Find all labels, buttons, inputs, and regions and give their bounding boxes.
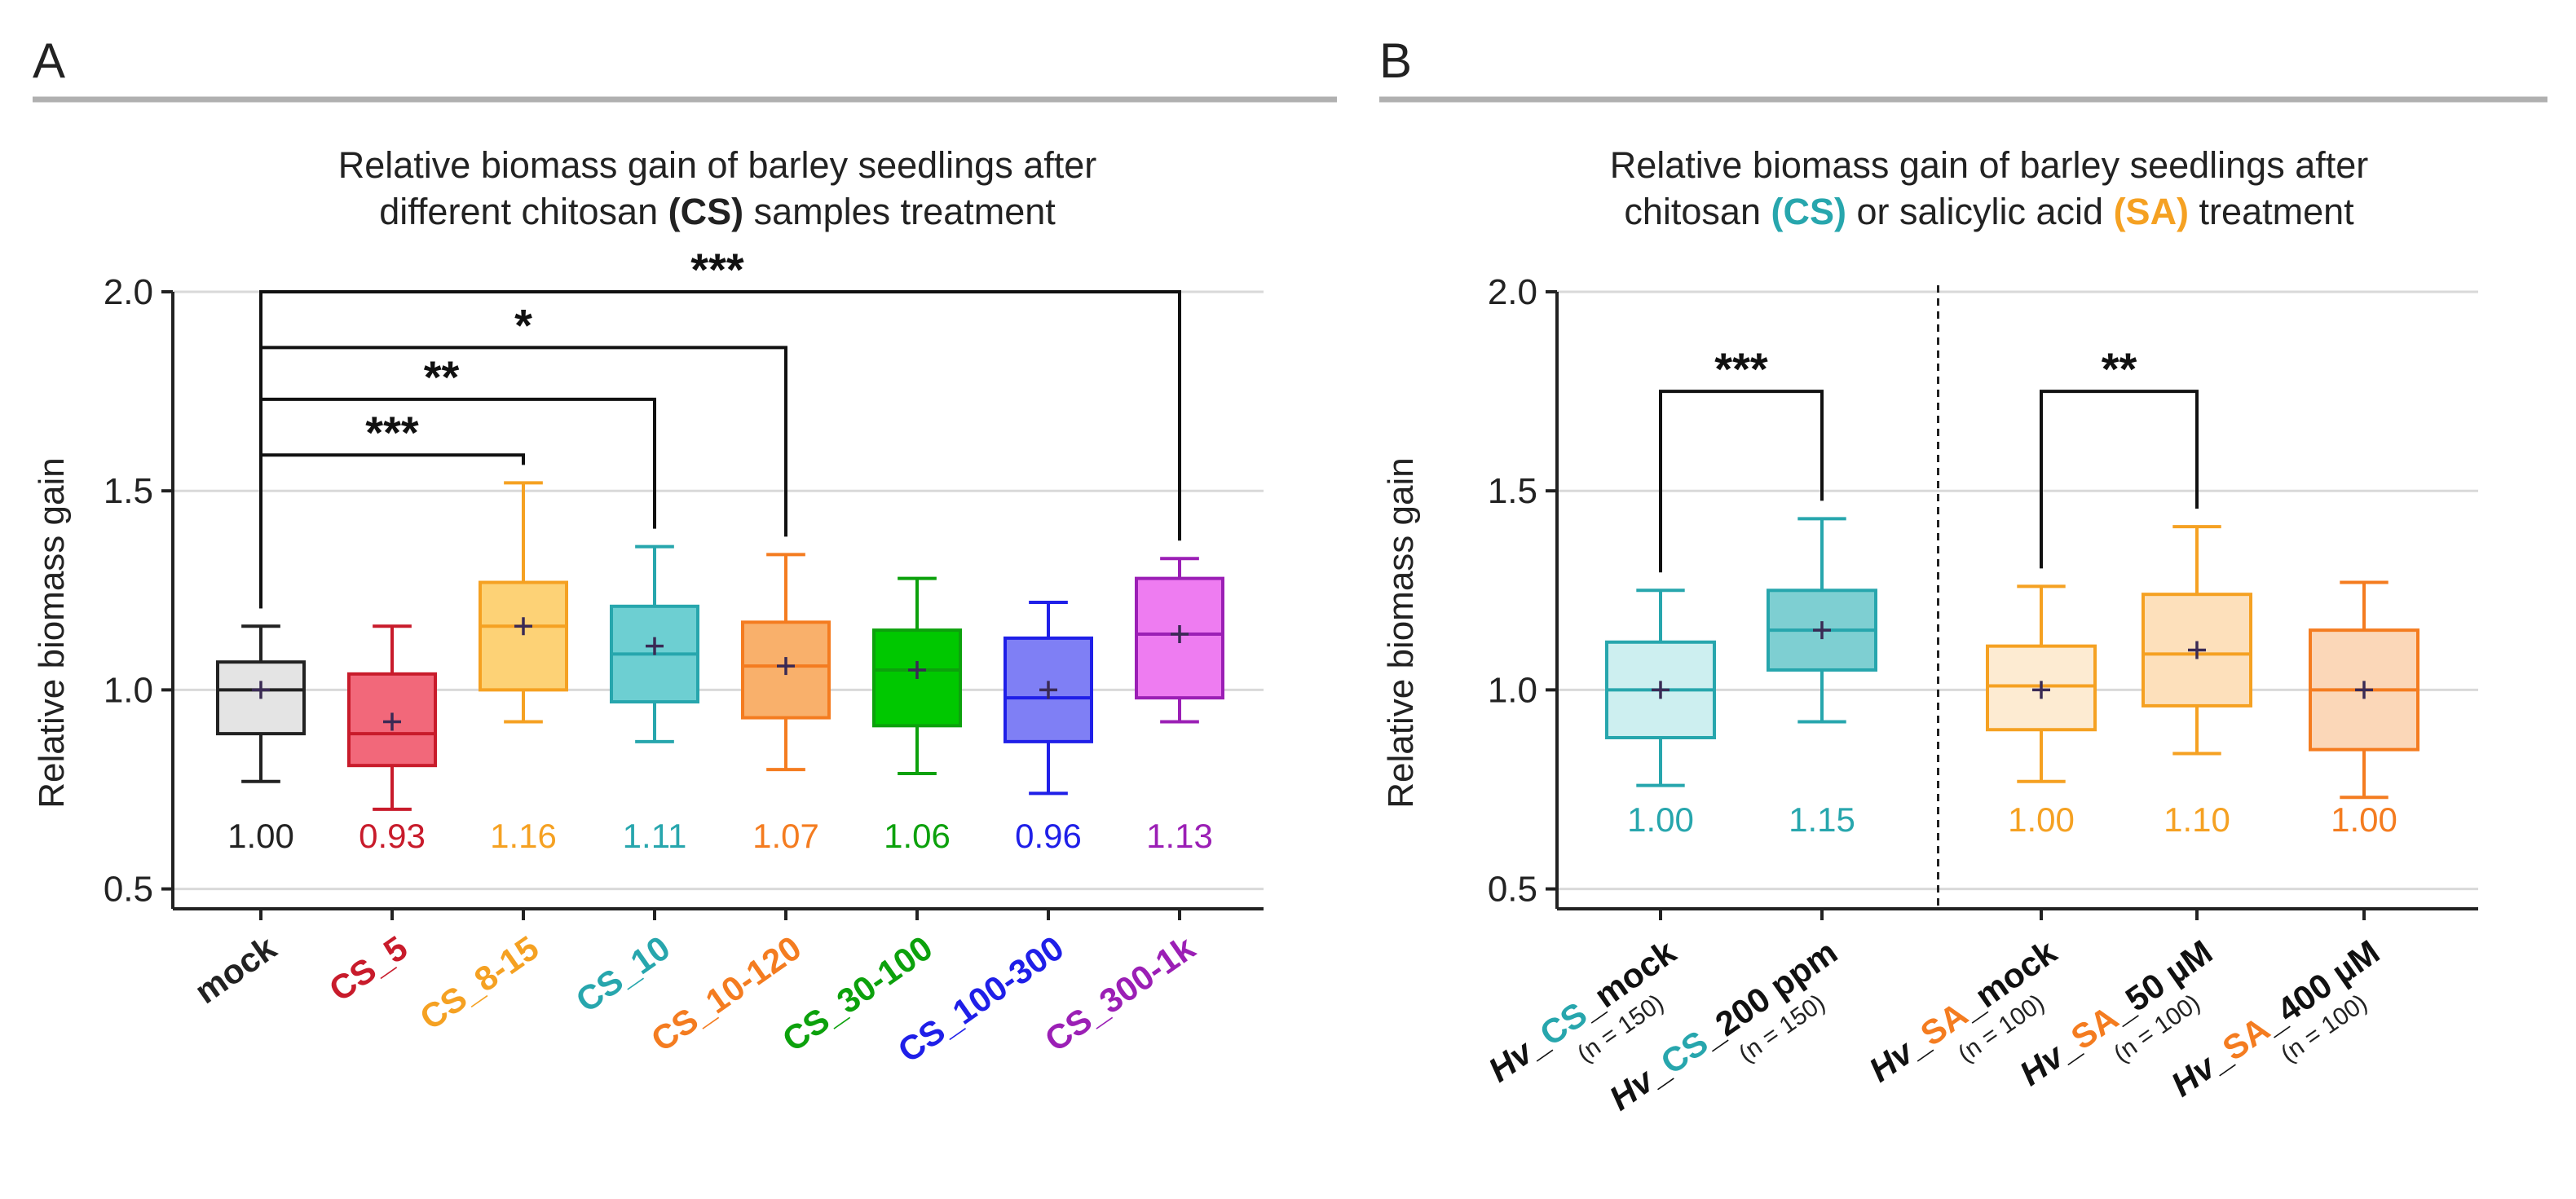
mean-value-label: 1.00 [227,817,294,855]
y-tick-label: 2.0 [1488,272,1537,312]
significance-stars: ** [424,351,460,403]
significance-bracket: ** [2040,343,2199,569]
y-tick-label: 0.5 [104,870,153,910]
mean-value-label: 0.93 [359,817,426,855]
x-category-label: mock [187,928,283,1012]
significance-bracket: *** [259,244,1181,609]
significance-bracket-line [259,397,656,609]
chart-title-line-2: different chitosan (CS) samples treatmen… [379,191,1056,232]
chart-title-line-1: Relative biomass gain of barley seedling… [1610,144,2369,186]
chart-title: Relative biomass gain of barley seedling… [1610,144,2369,232]
mean-value-label: 1.15 [1789,800,1855,839]
chart-title-line-1: Relative biomass gain of barley seedling… [338,144,1097,186]
x-category-label: CS_5 [322,928,414,1009]
chart-title-segment: treatment [2189,191,2354,232]
panel-a-header: A [33,33,1337,103]
chart-panel-b: Relative biomass gain of barley seedling… [1381,144,2478,1117]
y-tick-label: 1.5 [104,471,153,511]
mean-value-label: 1.07 [752,817,819,855]
chart-panel-a: Relative biomass gain of barley seedling… [32,144,1264,1070]
chart-title-segment: (CS) [1771,191,1846,232]
box-group: 0.93 CS_5 [322,624,437,1009]
chart-title-segment: Relative biomass gain of barley seedling… [338,144,1097,186]
panel-b-letter: B [1379,33,1412,88]
significance-stars: *** [1714,343,1768,395]
mean-value-label: 1.11 [623,817,687,855]
mean-value-label: 0.96 [1015,817,1082,855]
y-tick-label: 2.0 [104,272,153,312]
mean-value-label: 1.00 [1627,800,1694,839]
chart-title-segment: Relative biomass gain of barley seedling… [1610,144,2369,186]
significance-bracket-line [2040,390,2199,569]
mean-value-label: 1.06 [884,817,951,855]
significance-bracket-line [259,290,1181,609]
box-group: 1.00 mock [187,624,306,1012]
significance-bracket-line [1659,390,1824,573]
chart-title: Relative biomass gain of barley seedling… [338,144,1097,232]
box-group: 1.13 CS_300-1k [1038,557,1224,1060]
box-iqr [479,580,568,692]
y-tick-label: 0.5 [1488,870,1537,910]
chart-title-segment: chitosan [1624,191,1771,232]
y-tick-label: 1.5 [1488,471,1537,511]
significance-stars: *** [365,407,419,458]
y-tick-label: 1.0 [1488,670,1537,710]
significance-bracket: *** [1659,343,1824,573]
y-axis-label: Relative biomass gain [1381,457,1421,808]
y-axis-label: Relative biomass gain [32,457,72,808]
y-tick-label: 1.0 [104,670,153,710]
chart-title-segment: samples treatment [743,191,1056,232]
mean-value-label: 1.16 [490,817,557,855]
significance-bracket: ** [259,351,656,609]
mean-value-label: 1.00 [2008,800,2075,839]
x-category-label: CS_10 [569,928,677,1020]
chart-title-line-2: chitosan (CS) or salicylic acid (SA) tre… [1624,191,2354,232]
x-category-label: CS_300-1k [1038,928,1202,1060]
significance-stars: *** [690,244,744,295]
panel-b-header: B [1379,33,2547,103]
chart-title-segment: different chitosan [379,191,668,232]
mean-value-label: 1.10 [2164,800,2230,839]
box-group: 1.11 CS_10 [569,544,699,1020]
chart-title-segment: (CS) [668,191,743,232]
mean-value-label: 1.13 [1146,817,1213,855]
chart-title-segment: or salicylic acid [1846,191,2114,232]
x-category-label: CS_8-15 [412,928,545,1038]
mean-value-label: 1.00 [2331,800,2397,839]
significance-bracket: *** [259,407,525,609]
chart-title-segment: (SA) [2114,191,2189,232]
panel-a-letter: A [33,33,65,88]
significance-stars: * [514,299,532,350]
significance-stars: ** [2102,343,2137,395]
